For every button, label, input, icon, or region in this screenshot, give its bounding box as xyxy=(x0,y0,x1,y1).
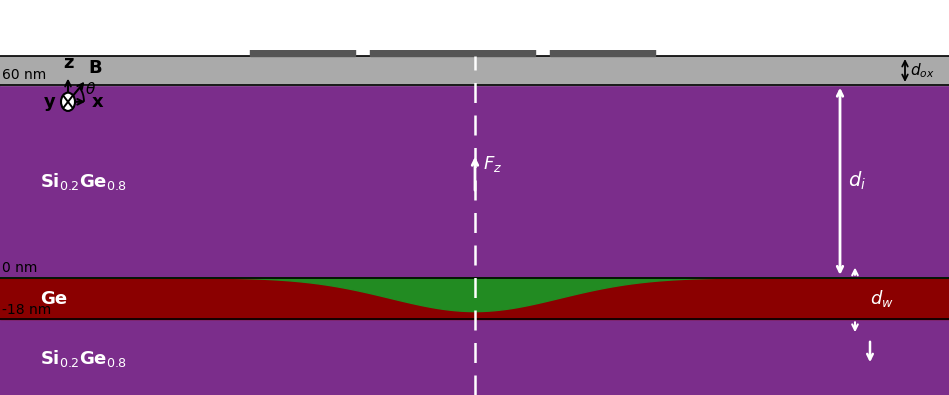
Text: B: B xyxy=(88,59,102,77)
Text: $d_i$: $d_i$ xyxy=(848,170,866,192)
Text: 60 nm: 60 nm xyxy=(2,68,47,82)
Bar xyxy=(250,0,355,56)
Text: $d_{ox}$: $d_{ox}$ xyxy=(910,61,935,80)
Bar xyxy=(370,0,535,56)
Bar xyxy=(0,85,949,278)
Text: $d_w$: $d_w$ xyxy=(870,288,894,309)
Text: Si$_{0.2}$Ge$_{0.8}$: Si$_{0.2}$Ge$_{0.8}$ xyxy=(40,348,127,369)
Polygon shape xyxy=(0,278,949,312)
Bar xyxy=(0,278,949,320)
Text: z: z xyxy=(63,54,73,72)
Bar xyxy=(550,0,655,56)
Text: x: x xyxy=(92,93,103,111)
Bar xyxy=(0,56,949,85)
Text: -18 nm: -18 nm xyxy=(2,303,51,317)
Text: $\theta$: $\theta$ xyxy=(85,81,96,97)
Text: Metal gate: Metal gate xyxy=(393,0,512,13)
Text: Si$_{0.2}$Ge$_{0.8}$: Si$_{0.2}$Ge$_{0.8}$ xyxy=(40,171,127,192)
Bar xyxy=(0,320,949,395)
Circle shape xyxy=(61,93,75,111)
Text: Ge: Ge xyxy=(40,290,67,308)
Text: y: y xyxy=(45,93,56,111)
Text: $F_z$: $F_z$ xyxy=(483,154,502,174)
Text: 0 nm: 0 nm xyxy=(2,261,37,275)
